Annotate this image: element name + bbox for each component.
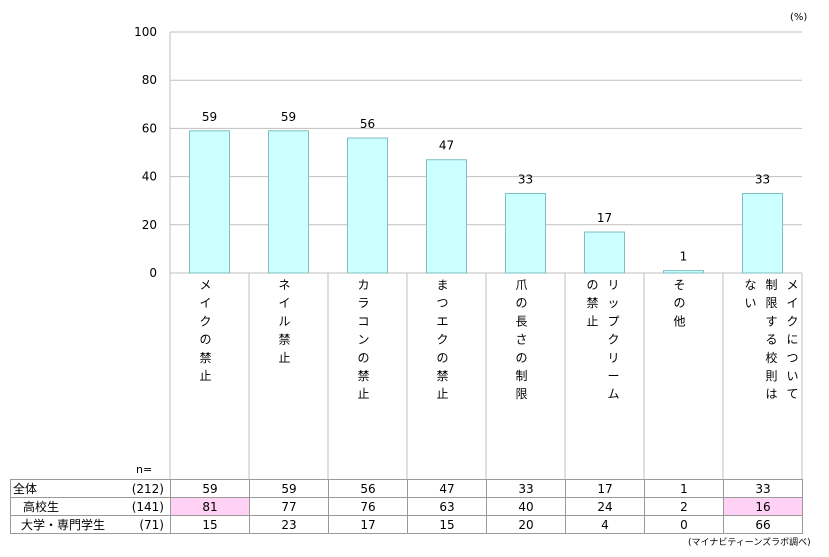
n-label: n= xyxy=(136,463,153,476)
data-label: 59 xyxy=(202,110,217,124)
y-tick-label: 80 xyxy=(142,73,157,87)
bar xyxy=(426,159,467,274)
table-cell: 33 xyxy=(723,479,803,498)
bar xyxy=(347,137,388,274)
bar xyxy=(189,130,230,274)
data-label: 1 xyxy=(680,250,688,264)
table-cell: 33 xyxy=(486,479,566,498)
data-label: 59 xyxy=(281,110,296,124)
table-cell: 15 xyxy=(170,515,250,534)
row-n: (212) xyxy=(120,479,171,498)
table-cell: 16 xyxy=(723,497,803,516)
data-label: 47 xyxy=(439,139,454,153)
table-cell: 66 xyxy=(723,515,803,534)
x-category-label: カラコンの禁止 xyxy=(357,278,369,401)
table-cell: 15 xyxy=(407,515,487,534)
table-cell: 47 xyxy=(407,479,487,498)
x-category-label: まつエクの禁止 xyxy=(436,278,448,401)
table-cell: 17 xyxy=(328,515,408,534)
table-cell: 76 xyxy=(328,497,408,516)
data-table: 全体 (212) 59 59 56 47 33 17 1 33 高校生 (141… xyxy=(10,479,803,534)
bar xyxy=(268,130,309,274)
row-n: (71) xyxy=(120,515,171,534)
data-label: 17 xyxy=(597,211,612,225)
table-cell: 20 xyxy=(486,515,566,534)
table-cell: 23 xyxy=(249,515,329,534)
table-row-total: 全体 (212) 59 59 56 47 33 17 1 33 xyxy=(10,479,803,498)
table-cell: 59 xyxy=(249,479,329,498)
y-tick-label: 0 xyxy=(149,266,157,280)
row-label: 大学・専門学生 xyxy=(10,515,121,534)
table-cell: 2 xyxy=(644,497,724,516)
table-cell: 59 xyxy=(170,479,250,498)
unit-label: (%) xyxy=(790,12,808,23)
x-category-label: 爪の長さの制限 xyxy=(515,278,527,401)
x-category-label: その他 xyxy=(673,278,685,328)
table-cell: 24 xyxy=(565,497,645,516)
bar-chart: 0 20 40 60 80 100 59 59 56 47 33 17 1 33 メイクの禁止 ネイル禁止 カラ… xyxy=(134,25,803,480)
bar xyxy=(742,192,783,274)
y-tick-label: 20 xyxy=(142,218,157,232)
row-n: (141) xyxy=(120,497,171,516)
y-tick-label: 60 xyxy=(142,121,157,135)
table-cell: 77 xyxy=(249,497,329,516)
y-tick-label: 100 xyxy=(134,25,157,39)
table-row-high-school: 高校生 (141) 81 77 76 63 40 24 2 16 xyxy=(10,497,803,516)
x-category-label: リップクリームの禁止 xyxy=(586,278,619,401)
x-category-label: メイクについて制限する校則はない xyxy=(744,278,798,401)
data-label: 56 xyxy=(360,117,375,131)
x-category-label: ネイル禁止 xyxy=(278,278,290,365)
table-cell: 17 xyxy=(565,479,645,498)
table-cell: 40 xyxy=(486,497,566,516)
table-cell: 0 xyxy=(644,515,724,534)
table-cell: 56 xyxy=(328,479,408,498)
x-category-label: メイクの禁止 xyxy=(199,278,211,383)
table-cell: 81 xyxy=(170,497,250,516)
row-label: 全体 xyxy=(10,479,121,498)
table-cell: 1 xyxy=(644,479,724,498)
y-tick-label: 40 xyxy=(142,170,157,184)
data-label: 33 xyxy=(518,172,533,186)
row-label: 高校生 xyxy=(10,497,121,516)
data-label: 33 xyxy=(755,172,770,186)
table-cell: 4 xyxy=(565,515,645,534)
table-cell: 63 xyxy=(407,497,487,516)
bar xyxy=(584,231,625,274)
bar xyxy=(663,270,704,274)
bar xyxy=(505,192,546,274)
table-row-university: 大学・専門学生 (71) 15 23 17 15 20 4 0 66 xyxy=(10,515,803,534)
source-note: (マイナビティーンズラボ調べ) xyxy=(688,538,811,548)
